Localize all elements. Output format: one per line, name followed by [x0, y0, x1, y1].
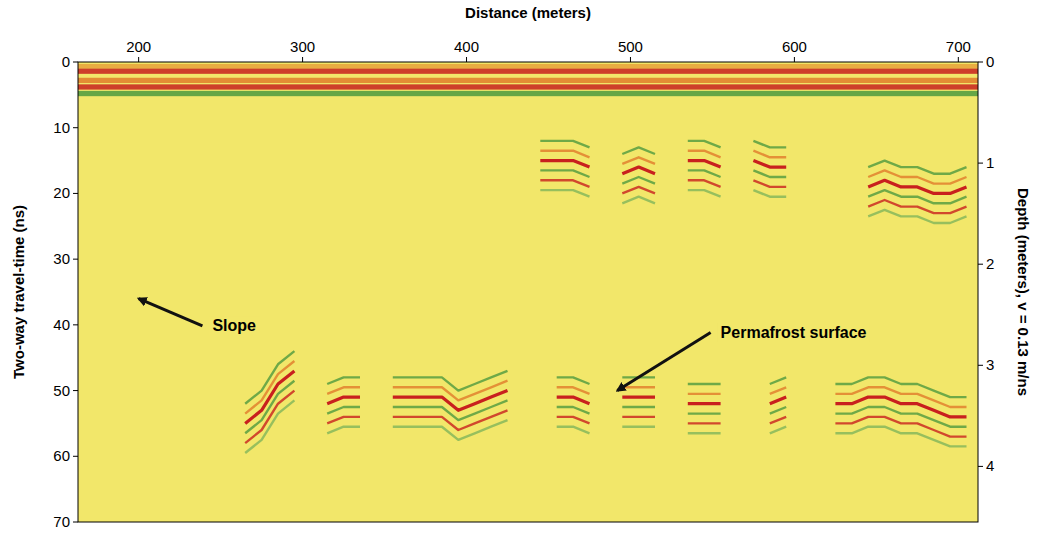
- y-tick-label: 40: [53, 316, 70, 333]
- y-tick: [73, 522, 78, 523]
- y-tick-label: 50: [53, 382, 70, 399]
- y-tick-label: 0: [62, 53, 70, 70]
- y-tick: [73, 62, 78, 63]
- x-tick-label: 300: [290, 38, 315, 55]
- wavelet-band: [540, 180, 966, 213]
- y2-tick-label: 4: [986, 457, 994, 474]
- direct-wave: [78, 78, 978, 83]
- x-tick: [958, 57, 959, 62]
- y2-tick-label: 2: [986, 255, 994, 272]
- annotation-text: Permafrost surface: [721, 324, 867, 341]
- annotation-arrow: [139, 299, 203, 326]
- x-tick-label: 200: [126, 38, 151, 55]
- wavelet-band: [540, 141, 966, 174]
- wavelet-band: [245, 391, 966, 444]
- y2-axis-title: Depth (meters), v = 0.13 m/ns: [1015, 188, 1032, 396]
- y-tick-label: 70: [53, 513, 70, 530]
- y2-tick-label: 1: [986, 154, 994, 171]
- x-tick-label: 500: [618, 38, 643, 55]
- wavelet-band: [245, 381, 966, 434]
- y-axis-title: Two-way travel-time (ns): [10, 205, 27, 379]
- x-tick-label: 600: [782, 38, 807, 55]
- x-tick-label: 700: [946, 38, 971, 55]
- plot-background: [78, 62, 978, 522]
- x-tick-label: 400: [454, 38, 479, 55]
- y2-tick: [978, 62, 983, 63]
- direct-wave: [78, 64, 978, 69]
- x-tick: [794, 57, 795, 62]
- y2-tick-label: 0: [986, 53, 994, 70]
- x-tick: [466, 57, 467, 62]
- y-tick: [73, 193, 78, 194]
- y-tick: [73, 324, 78, 325]
- plot-frame: [78, 62, 978, 522]
- x-tick: [630, 57, 631, 62]
- y-tick-label: 20: [53, 184, 70, 201]
- annotation-ground: [718, 323, 870, 342]
- wavelet-band: [540, 151, 966, 184]
- annotation-text: Slope: [212, 317, 256, 334]
- reflector: [245, 371, 966, 424]
- direct-wave: [78, 84, 978, 89]
- direct-wave: [78, 69, 978, 74]
- wavelet-band: [245, 361, 966, 414]
- reflector: [540, 161, 966, 194]
- x-tick: [302, 57, 303, 62]
- annotation-arrow: [617, 333, 710, 391]
- y-tick-label: 60: [53, 447, 70, 464]
- y-tick: [73, 259, 78, 260]
- y2-tick: [978, 365, 983, 366]
- y-tick: [73, 456, 78, 457]
- direct-wave: [78, 91, 978, 96]
- y-tick-label: 30: [53, 250, 70, 267]
- y2-tick: [978, 264, 983, 265]
- chart: 200300400500600700Distance (meters)01020…: [0, 0, 1040, 536]
- wavelet-band: [245, 400, 966, 453]
- y2-tick: [978, 466, 983, 467]
- y2-tick-label: 3: [986, 356, 994, 373]
- wavelet-band: [540, 170, 966, 203]
- x-axis-title: Distance (meters): [465, 4, 591, 21]
- y-tick: [73, 127, 78, 128]
- y-tick-label: 10: [53, 119, 70, 136]
- wavelet-band: [540, 190, 966, 223]
- annotation-ground: [209, 316, 259, 335]
- plot-area: [78, 64, 978, 453]
- y2-tick: [978, 163, 983, 164]
- y-tick: [73, 390, 78, 391]
- x-tick: [138, 57, 139, 62]
